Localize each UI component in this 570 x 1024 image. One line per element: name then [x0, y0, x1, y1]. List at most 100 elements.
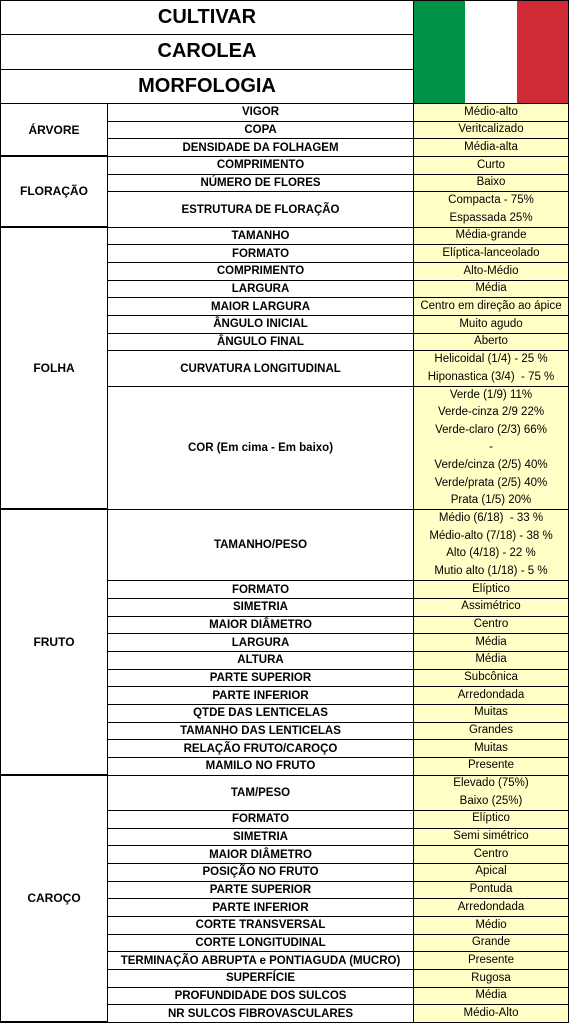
attribute-value: Elíptico — [413, 809, 569, 829]
flag-red — [516, 1, 568, 103]
attribute-value: Muito agudo — [413, 315, 569, 334]
value-line: Elevado (75%) — [453, 777, 529, 790]
value-line: Centro — [473, 847, 509, 860]
attribute-value: Elíptico — [413, 580, 569, 599]
attribute-label: SIMETRIA — [107, 827, 414, 847]
attribute-value: Compacta - 75% Espassada 25% — [413, 191, 569, 228]
attribute-value: Médio (6/18) - 33 % Médio-alto (7/18) - 3… — [413, 509, 569, 582]
attribute-label: RELAÇÃO FRUTO/CAROÇO — [107, 739, 414, 758]
attribute-value: Verde (1/9) 11% Verde-cinza 2/9 22% Verde-… — [413, 385, 569, 511]
attribute-value: Apical — [413, 862, 569, 882]
value-line: Verde/prata (2/5) 40% — [434, 476, 548, 489]
value-line: Subcônica — [464, 671, 518, 684]
value-line: Hiponastica (3/4) - 75 % — [427, 370, 555, 383]
value-line: Muitas — [474, 741, 508, 754]
attribute-label: LARGURA — [107, 279, 414, 299]
value-line: Baixo — [476, 176, 506, 189]
value-line: Média-alta — [464, 140, 518, 153]
attribute-label: QTDE DAS LENTICELAS — [107, 703, 414, 723]
attribute-label: ESTRUTURA DE FLORAÇÃO — [107, 191, 414, 228]
attribute-value: Média-alta — [413, 138, 569, 158]
value-line: Centro em direção ao ápice — [420, 299, 562, 312]
section-name: FOLHA — [0, 226, 108, 511]
attribute-value: Presente — [413, 951, 569, 970]
value-line: Média — [475, 282, 507, 295]
attribute-value: Presente — [413, 756, 569, 776]
value-line: Muito agudo — [459, 317, 523, 330]
value-line: Médio (6/18) - 33 % — [438, 512, 544, 525]
value-line: Médio — [475, 918, 507, 931]
value-line: Centro — [473, 618, 509, 631]
value-line: Rugosa — [471, 971, 511, 984]
attribute-label: TAM/PESO — [107, 774, 414, 811]
attribute-value: Centro — [413, 845, 569, 864]
attribute-value: Arredondada — [413, 898, 569, 917]
value-line: Média-grande — [455, 229, 527, 242]
attribute-label: PROFUNDIDADE DOS SULCOS — [107, 986, 414, 1006]
flag-green — [414, 1, 466, 103]
value-line: Compacta - 75% — [448, 193, 534, 206]
attribute-label: PARTE INFERIOR — [107, 898, 414, 917]
attribute-label: CURVATURA LONGITUDINAL — [107, 350, 414, 387]
attribute-value: Curto — [413, 156, 569, 175]
section-name: CAROÇO — [0, 774, 108, 1023]
value-line: Baixo (25%) — [459, 794, 523, 807]
value-line: Semi simétrico — [453, 830, 529, 843]
value-line: Médio-alto (7/18) - 38 % — [429, 529, 553, 542]
attribute-value: Médio-Alto — [413, 1004, 569, 1023]
value-line: Média — [475, 635, 507, 648]
value-line: Alto (4/18) - 22 % — [446, 547, 536, 560]
attribute-label: FORMATO — [107, 244, 414, 264]
attribute-value: Grande — [413, 933, 569, 953]
value-line: Veritcalizado — [458, 123, 524, 136]
attribute-label: TERMINAÇÃO ABRUPTA e PONTIAGUDA (MUCRO) — [107, 951, 414, 970]
attribute-label: ÂNGULO FINAL — [107, 332, 414, 352]
section-name: FLORAÇÃO — [0, 156, 108, 228]
attribute-label: DENSIDADE DA FOLHAGEM — [107, 138, 414, 158]
value-line: Muitas — [474, 706, 508, 719]
value-line: Aberto — [474, 335, 508, 348]
attribute-label: MAIOR DIÂMETRO — [107, 845, 414, 864]
attribute-value: Médio-alto — [413, 103, 569, 122]
value-line: Arredondada — [457, 900, 525, 913]
attribute-label: MAIOR DIÂMETRO — [107, 615, 414, 635]
attribute-label: FORMATO — [107, 580, 414, 599]
attribute-label: NÚMERO DE FLORES — [107, 173, 414, 193]
attribute-value: Médio — [413, 915, 569, 935]
attribute-label: COMPRIMENTO — [107, 156, 414, 175]
value-line: Média — [475, 989, 507, 1002]
attribute-label: ÂNGULO INICIAL — [107, 315, 414, 334]
attribute-label: PARTE SUPERIOR — [107, 880, 414, 900]
attribute-value: Média — [413, 650, 569, 670]
header-row: CULTIVAR — [0, 0, 414, 36]
value-line: - — [489, 441, 493, 454]
italian-flag — [413, 0, 569, 104]
value-line: Elíptico — [472, 582, 510, 595]
flag-white — [465, 1, 517, 103]
attribute-label: TAMANHO DAS LENTICELAS — [107, 721, 414, 741]
attribute-value: Muitas — [413, 703, 569, 723]
attribute-label: TAMANHO — [107, 226, 414, 246]
value-line: Média — [475, 653, 507, 666]
attribute-value: Arredondada — [413, 686, 569, 705]
attribute-value: Baixo — [413, 173, 569, 193]
attribute-label: VIGOR — [107, 103, 414, 122]
value-line: Elíptica-lanceolado — [442, 246, 540, 259]
value-line: Prata (1/5) 20% — [450, 494, 532, 507]
attribute-label: SUPERFÍCIE — [107, 968, 414, 988]
section-name: FRUTO — [0, 509, 108, 776]
value-line: Espassada 25% — [449, 211, 533, 224]
attribute-value: Pontuda — [413, 880, 569, 900]
attribute-label: COMPRIMENTO — [107, 262, 414, 281]
attribute-value: Elíptica-lanceolado — [413, 244, 569, 264]
value-line: Verde-cinza 2/9 22% — [437, 406, 545, 419]
value-line: Verde-claro (2/3) 66% — [435, 423, 547, 436]
attribute-label: NR SULCOS FIBROVASCULARES — [107, 1004, 414, 1023]
attribute-value: Média — [413, 633, 569, 652]
value-line: Grande — [471, 936, 511, 949]
attribute-value: Veritcalizado — [413, 120, 569, 140]
attribute-label: PARTE INFERIOR — [107, 686, 414, 705]
value-line: Apical — [475, 865, 507, 878]
attribute-value: Centro — [413, 615, 569, 635]
